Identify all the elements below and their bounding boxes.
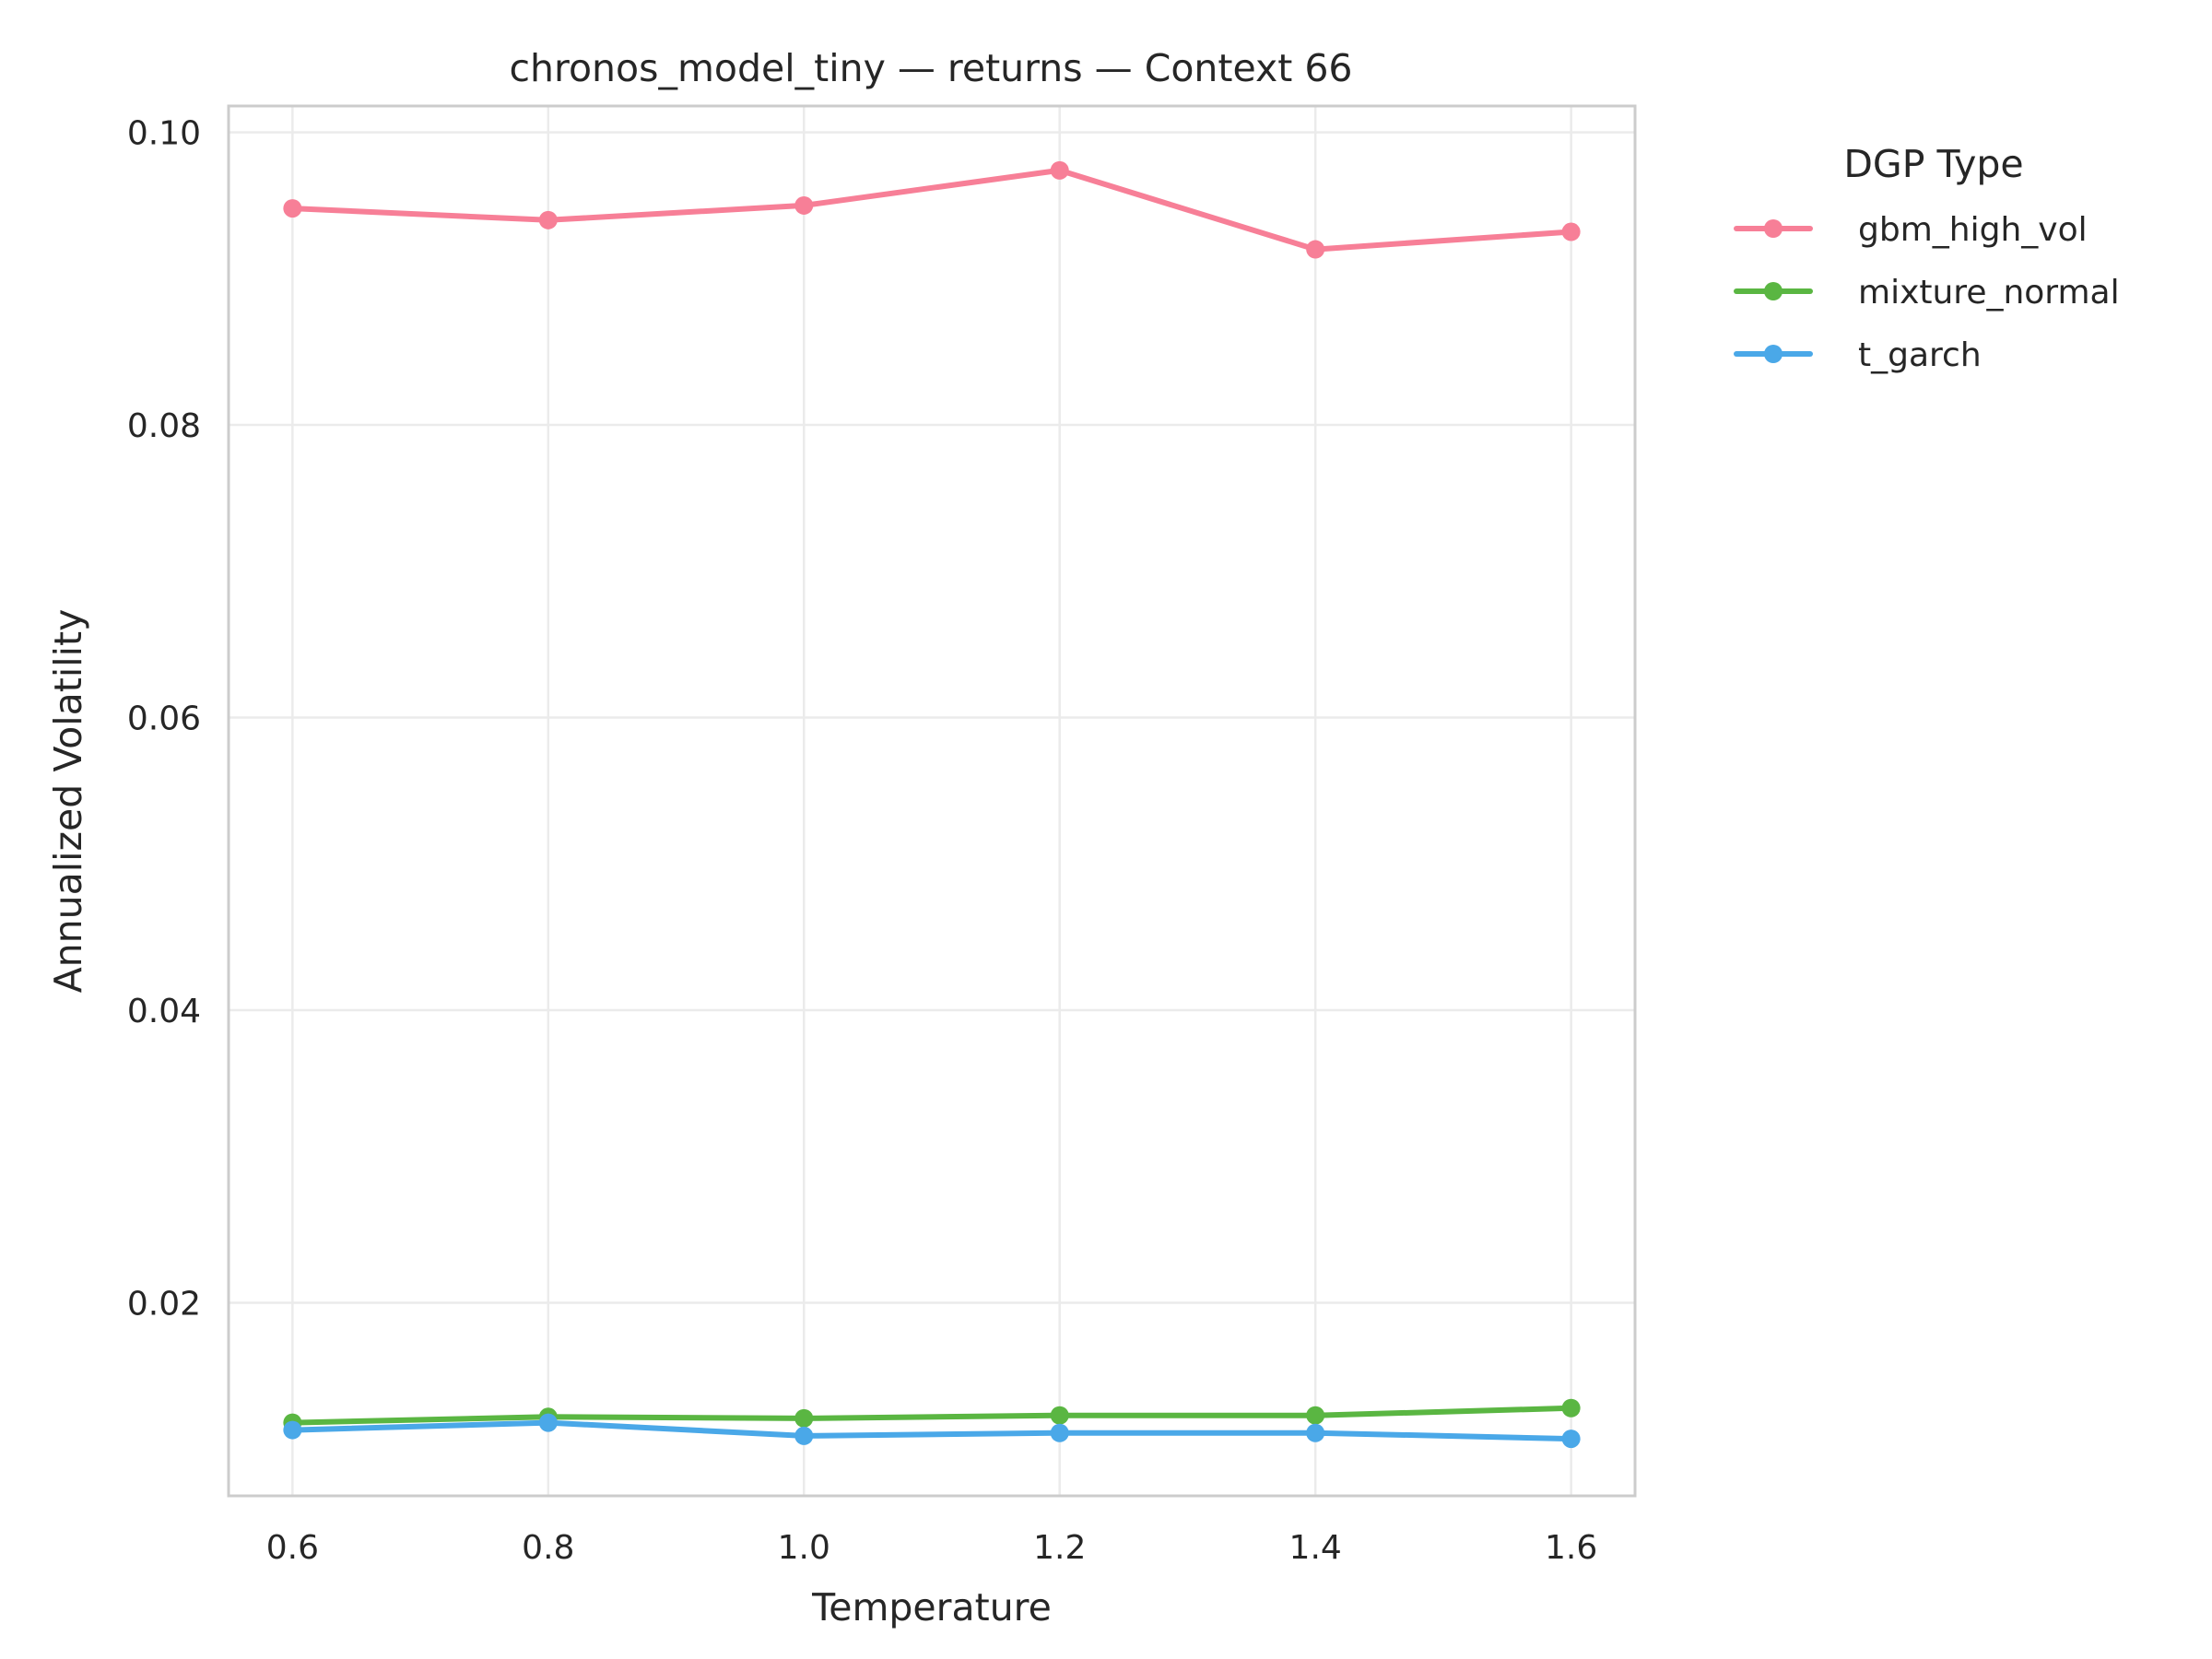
y-tick-label: 0.08 bbox=[127, 407, 201, 445]
legend-item-mixture_normal[interactable]: mixture_normal bbox=[1734, 274, 2120, 312]
data-point[interactable] bbox=[1050, 1406, 1069, 1425]
data-point[interactable] bbox=[283, 199, 302, 218]
y-tick-label: 0.10 bbox=[127, 115, 201, 153]
data-series bbox=[283, 160, 1581, 1449]
legend[interactable]: DGP Type gbm_high_vol mixture_normal t_gar… bbox=[1734, 142, 2120, 374]
legend-item-gbm_high_vol[interactable]: gbm_high_vol bbox=[1734, 211, 2088, 249]
x-tick-label: 1.6 bbox=[1545, 1529, 1597, 1567]
data-point[interactable] bbox=[794, 195, 814, 215]
data-point[interactable] bbox=[1306, 1423, 1325, 1442]
data-point[interactable] bbox=[794, 1408, 814, 1428]
data-point[interactable] bbox=[1561, 1398, 1581, 1418]
data-point[interactable] bbox=[1561, 222, 1581, 241]
y-tick-label: 0.02 bbox=[127, 1285, 201, 1323]
series-gbm_high_vol bbox=[283, 160, 1581, 259]
x-tick-label: 1.0 bbox=[778, 1529, 830, 1567]
legend-swatch-marker bbox=[1764, 282, 1783, 300]
series-line bbox=[289, 1405, 1574, 1426]
x-axis-title: Temperature bbox=[811, 1585, 1052, 1630]
data-point[interactable] bbox=[283, 1420, 302, 1440]
series-line bbox=[289, 1419, 1574, 1442]
data-point[interactable] bbox=[1561, 1430, 1581, 1449]
series-line bbox=[289, 167, 1574, 253]
x-tick-label: 0.6 bbox=[266, 1529, 319, 1567]
legend-label: mixture_normal bbox=[1858, 274, 2120, 312]
legend-swatch-marker bbox=[1764, 219, 1783, 238]
y-axis-title: Annualized Volatility bbox=[46, 609, 90, 994]
chart-title: chronos_model_tiny — returns — Context 6… bbox=[509, 46, 1352, 90]
series-t_garch bbox=[283, 1413, 1581, 1449]
data-point[interactable] bbox=[1306, 1406, 1325, 1425]
data-point[interactable] bbox=[1050, 1423, 1069, 1442]
y-tick-label: 0.04 bbox=[127, 993, 201, 1030]
x-tick-label: 0.8 bbox=[522, 1529, 574, 1567]
x-tick-label: 1.4 bbox=[1289, 1529, 1342, 1567]
axis-ticks: 0.6 0.8 1.0 1.2 1.4 1.6 0.02 0.04 0.06 0.08 0.10 bbox=[127, 115, 1597, 1567]
legend-label: gbm_high_vol bbox=[1858, 211, 2088, 249]
legend-swatch-marker bbox=[1764, 345, 1783, 363]
y-tick-label: 0.06 bbox=[127, 700, 201, 738]
data-point[interactable] bbox=[794, 1426, 814, 1445]
legend-title: DGP Type bbox=[1843, 142, 2023, 186]
plot-frame bbox=[227, 104, 1637, 1498]
data-point[interactable] bbox=[1050, 160, 1069, 180]
legend-item-t_garch[interactable]: t_garch bbox=[1734, 336, 1982, 374]
data-point[interactable] bbox=[538, 1413, 558, 1432]
grid-lines bbox=[229, 106, 1635, 1496]
data-point[interactable] bbox=[538, 210, 558, 229]
data-point[interactable] bbox=[1306, 240, 1325, 259]
x-tick-label: 1.2 bbox=[1033, 1529, 1086, 1567]
legend-label: t_garch bbox=[1858, 336, 1982, 374]
